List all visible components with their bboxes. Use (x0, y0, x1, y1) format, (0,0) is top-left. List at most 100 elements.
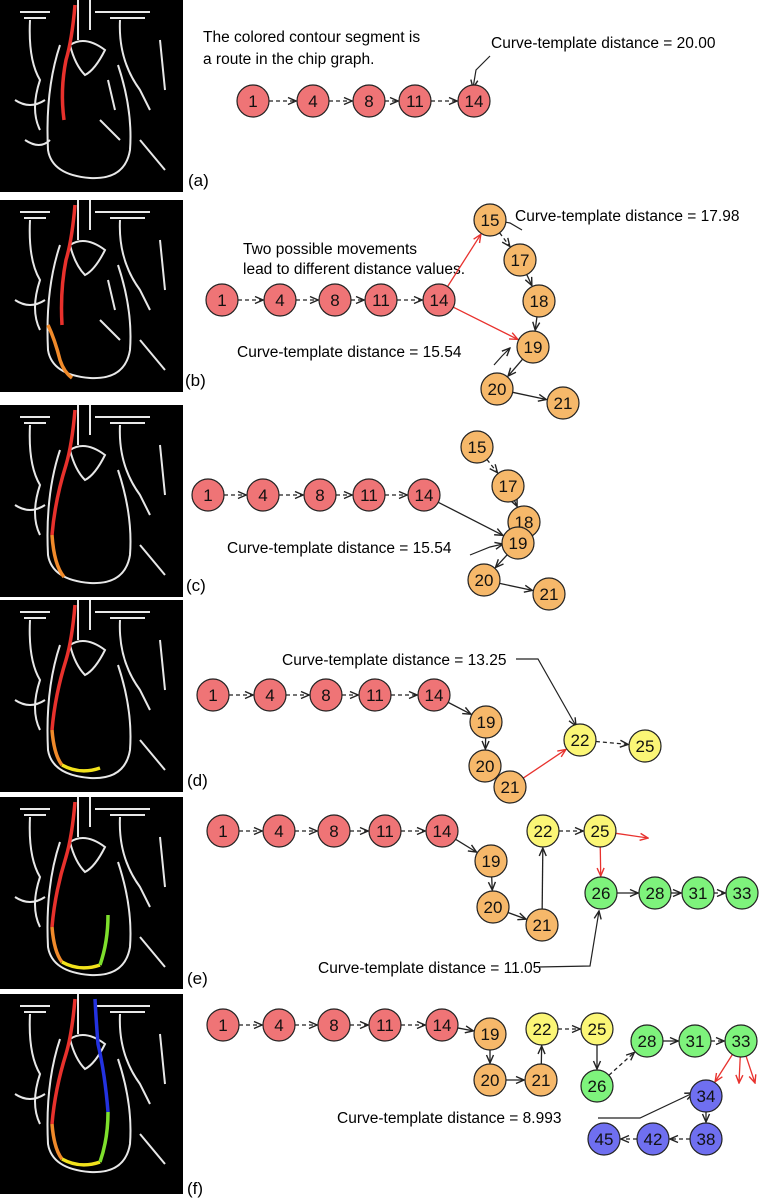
graph-node-label: 11 (366, 686, 384, 705)
graph-node-label: 8 (364, 92, 373, 111)
graph-node-label: 21 (532, 1071, 551, 1090)
graph-edge (447, 701, 471, 714)
annotation: Curve-template distance = 20.00 (491, 35, 716, 52)
graph-node-label: 4 (265, 686, 274, 705)
graph-node-label: 21 (533, 916, 552, 935)
graph-node: 45 (587, 1122, 621, 1156)
contour-image-a (0, 0, 183, 192)
graph-node: 22 (525, 1012, 559, 1046)
graph-node: 8 (352, 84, 386, 118)
graph-node: 4 (246, 478, 280, 512)
graph-node-label: 15 (481, 211, 500, 230)
graph-node: 17 (491, 469, 525, 503)
panel-label-c: (c) (186, 576, 206, 595)
graph-node-label: 28 (646, 884, 665, 903)
graph-node-label: 14 (430, 291, 449, 310)
graph-node-label: 8 (329, 1016, 338, 1035)
graph-edge (535, 316, 537, 330)
graph-node: 42 (636, 1122, 670, 1156)
graph-node-label: 22 (534, 822, 553, 841)
graph-node: 18 (522, 284, 556, 318)
graph-node: 11 (358, 678, 392, 712)
graph-node: 17 (503, 243, 537, 277)
graph-node: 19 (469, 705, 503, 739)
graph-node-label: 25 (636, 737, 655, 756)
graph-node: 14 (422, 283, 456, 317)
graph-node: 15 (473, 203, 507, 237)
graph-edge (455, 838, 477, 852)
graph-node: 31 (678, 1024, 712, 1058)
graph-node: 20 (476, 890, 510, 924)
graph-edge (453, 306, 517, 339)
graph-node: 25 (583, 814, 617, 848)
graph-edge (447, 234, 481, 287)
graph-edge (522, 749, 566, 779)
graph-node: 4 (262, 814, 296, 848)
graph-node-label: 11 (376, 822, 394, 841)
graph-node: 11 (368, 1008, 402, 1042)
graph-node: 1 (191, 478, 225, 512)
panel-label-a: (a) (188, 171, 209, 190)
graph-node: 19 (474, 844, 508, 878)
graph-node-label: 17 (499, 477, 518, 496)
graph-node: 28 (630, 1024, 664, 1058)
graph-node: 1 (206, 814, 240, 848)
graph-node-label: 4 (258, 486, 267, 505)
graph-edge (508, 358, 524, 376)
graph-node: 21 (493, 770, 527, 804)
panel-label-b: (b) (185, 371, 206, 390)
graph-node-label: 25 (588, 1020, 607, 1039)
graph-node-label: 42 (644, 1130, 663, 1149)
graph-edge-open (745, 1055, 755, 1083)
graph-node-label: 31 (689, 884, 708, 903)
graph-node: 4 (262, 1008, 296, 1042)
graph-node: 8 (317, 814, 351, 848)
graph-node: 1 (205, 283, 239, 317)
graph-edge (499, 232, 510, 247)
annotation: Curve-template distance = 8.993 (337, 1110, 561, 1127)
graph-node-label: 11 (372, 291, 390, 310)
graph-node-label: 1 (208, 686, 217, 705)
graph-edge (457, 1028, 474, 1031)
graph-node: 28 (638, 876, 672, 910)
graph-node-label: 45 (595, 1130, 614, 1149)
graph-node: 15 (460, 430, 494, 464)
graph-node-label: 20 (488, 380, 507, 399)
graph-node-label: 1 (218, 1016, 227, 1035)
graph-node: 8 (317, 1008, 351, 1042)
contour-image-c (0, 405, 183, 597)
graph-node-label: 14 (415, 486, 434, 505)
graph-node: 21 (524, 1063, 558, 1097)
contour-image-f (0, 994, 183, 1194)
graph-node-label: 4 (275, 291, 284, 310)
graph-node-label: 25 (591, 822, 610, 841)
graph-node: 20 (467, 563, 501, 597)
annotation: The colored contour segment is (203, 29, 420, 46)
graph-panel-d: Curve-template distance = 13.25 1 4 8 11 141… (196, 652, 662, 804)
graph-node-label: 1 (217, 291, 226, 310)
graph-panel-b: Curve-template distance = 17.98 Two poss… (205, 203, 739, 420)
graph-node-label: 19 (477, 713, 496, 732)
graph-node-label: 1 (218, 822, 227, 841)
graph-node: 1 (206, 1008, 240, 1042)
graph-node-label: 22 (571, 731, 590, 750)
graph-node-label: 26 (588, 1077, 607, 1096)
graph-node: 33 (724, 1024, 758, 1058)
graph-node-label: 19 (482, 852, 501, 871)
graph-node-label: 20 (475, 571, 494, 590)
graph-node: 14 (425, 814, 459, 848)
graph-node: 4 (263, 283, 297, 317)
graph-edge (715, 1054, 733, 1081)
graph-panel-f: Curve-template distance = 8.993 1 4 8 11 14 1… (206, 1008, 758, 1156)
graph-node-label: 17 (511, 251, 530, 270)
graph-node-label: 19 (481, 1025, 500, 1044)
graph-node: 38 (689, 1122, 723, 1156)
graph-node-label: 1 (248, 92, 257, 111)
graph-node: 14 (407, 478, 441, 512)
graph-node: 21 (546, 386, 580, 420)
graph-node-label: 11 (376, 1016, 394, 1035)
graph-node-label: 14 (425, 686, 444, 705)
graph-node: 22 (563, 723, 597, 757)
graph-node: 21 (532, 577, 566, 611)
